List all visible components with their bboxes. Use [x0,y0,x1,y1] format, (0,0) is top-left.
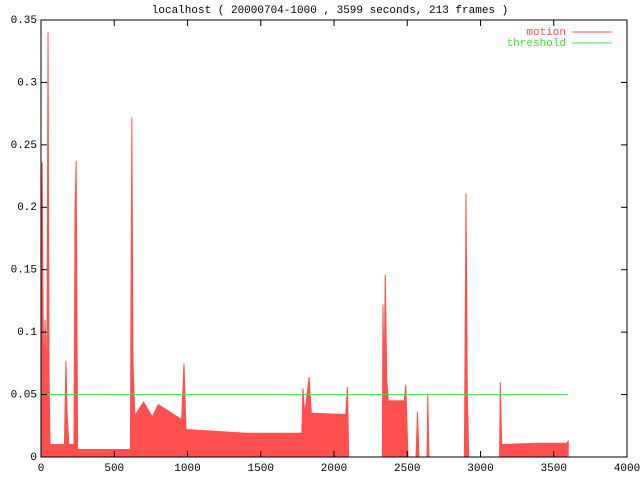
chart-title: localhost ( 20000704-1000 , 3599 seconds… [152,5,508,17]
y-tick-label: 0 [30,452,37,464]
y-tick-label: 0.1 [17,327,37,339]
y-tick-label: 0.15 [11,265,37,277]
x-tick-label: 0 [38,463,45,475]
x-tick-label: 4000 [614,463,640,475]
y-tick-label: 0.05 [11,389,37,401]
x-tick-label: 2000 [321,463,347,475]
y-tick-label: 0.3 [17,77,37,89]
x-tick-label: 3000 [467,463,493,475]
motion-area [40,32,569,458]
x-tick-label: 3500 [541,463,567,475]
y-tick-label: 0.25 [11,140,37,152]
x-tick-label: 1000 [174,463,200,475]
plot-frame [40,19,628,458]
y-tick-label: 0.2 [17,202,37,214]
x-tick-label: 500 [104,463,124,475]
legend-label: threshold [507,38,566,50]
y-tick-label: 0.35 [11,15,37,27]
x-tick-label: 1500 [248,463,274,475]
legend-label: motion [526,27,566,39]
x-tick-label: 2500 [394,463,420,475]
